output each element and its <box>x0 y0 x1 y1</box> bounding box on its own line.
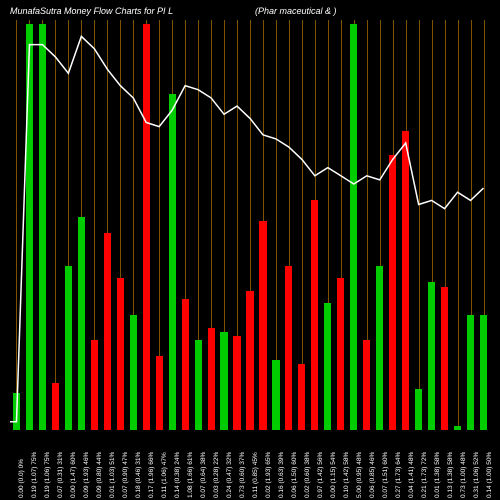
x-tick-label: 0.00 (1.47) 60% <box>70 452 77 498</box>
price-line <box>10 20 490 430</box>
x-tick-label: 0.16 (0.63) 39% <box>278 452 285 498</box>
x-tick-label: 0.21 (1.73) 72% <box>421 452 428 498</box>
x-tick-label: 0.07 (0.64) 38% <box>200 452 207 498</box>
chart-title-right: (Phar maceutical & ) <box>255 6 337 16</box>
x-tick-label: 0.27 (1.73) 64% <box>395 452 402 498</box>
chart-title-left: MunafaSutra Money Flow Charts for PI L <box>10 6 173 16</box>
x-tick-label: 0.07 (1.51) 60% <box>382 452 389 498</box>
x-tick-label: 0.19 (1.07) 75% <box>31 452 38 498</box>
x-tick-label: 0.73 (1.00) 48% <box>460 452 467 498</box>
x-tick-label: 0.00 (0.0) 0% <box>18 459 25 498</box>
x-tick-label: 0.07 (0.31) 31% <box>57 452 64 498</box>
plot-area <box>10 20 490 430</box>
x-tick-label: 0.11 (1.06) 47% <box>161 452 168 498</box>
x-tick-label: 0.17 (1.96) 66% <box>148 452 155 498</box>
x-tick-label: 0.73 (0.60) 37% <box>239 452 246 498</box>
x-tick-label: 0.09 (1.93) 46% <box>83 452 90 498</box>
x-tick-label: 1.08 (1.66) 61% <box>187 452 194 498</box>
x-tick-label: 0.13 (1.38) 58% <box>447 452 454 498</box>
chart-container: MunafaSutra Money Flow Charts for PI L (… <box>0 0 500 500</box>
x-tick-label: 0.00 (1.15) 54% <box>330 452 337 498</box>
x-tick-label: 5.00 (0.95) 48% <box>356 452 363 498</box>
x-tick-label: 0.11 (0.85) 45% <box>252 452 259 498</box>
x-tick-label: 0.01 (1.03) 51% <box>109 452 116 498</box>
x-tick-label: 0.02 (1.93) 65% <box>265 452 272 498</box>
x-tick-label: 0.10 (1.42) 58% <box>343 452 350 498</box>
x-tick-label: 0.14 (1.00) 50% <box>486 452 493 498</box>
x-tick-label: 0.97 (1.42) 56% <box>317 452 324 498</box>
x-tick-label: 0.02 (0.60) 38% <box>304 452 311 498</box>
x-tick-label: 0.07 (0.90) 47% <box>122 452 129 498</box>
x-tick-label: 0.06 (0.85) 46% <box>369 452 376 498</box>
x-tick-label: 0.03 (0.28) 22% <box>213 452 220 498</box>
x-tick-label: 0.06 (1.50) 60% <box>291 452 298 498</box>
x-axis-labels: 0.00 (0.0) 0% 0.19 (1.07) 75% 0.19 (1.06) … <box>10 432 490 500</box>
x-tick-label: 0.01 (1.38) 58% <box>434 452 441 498</box>
x-tick-label: 0.19 (1.06) 75% <box>44 452 51 498</box>
x-tick-label: 0.24 (0.47) 32% <box>226 452 233 498</box>
x-tick-label: 0.09 (0.80) 44% <box>96 452 103 498</box>
x-tick-label: 0.14 (0.38) 24% <box>174 452 181 498</box>
x-tick-label: 0.04 (1.41) 48% <box>408 452 415 498</box>
x-tick-label: 0.31 (1.06) 52% <box>473 452 480 498</box>
x-tick-label: 0.18 (0.46) 31% <box>135 452 142 498</box>
